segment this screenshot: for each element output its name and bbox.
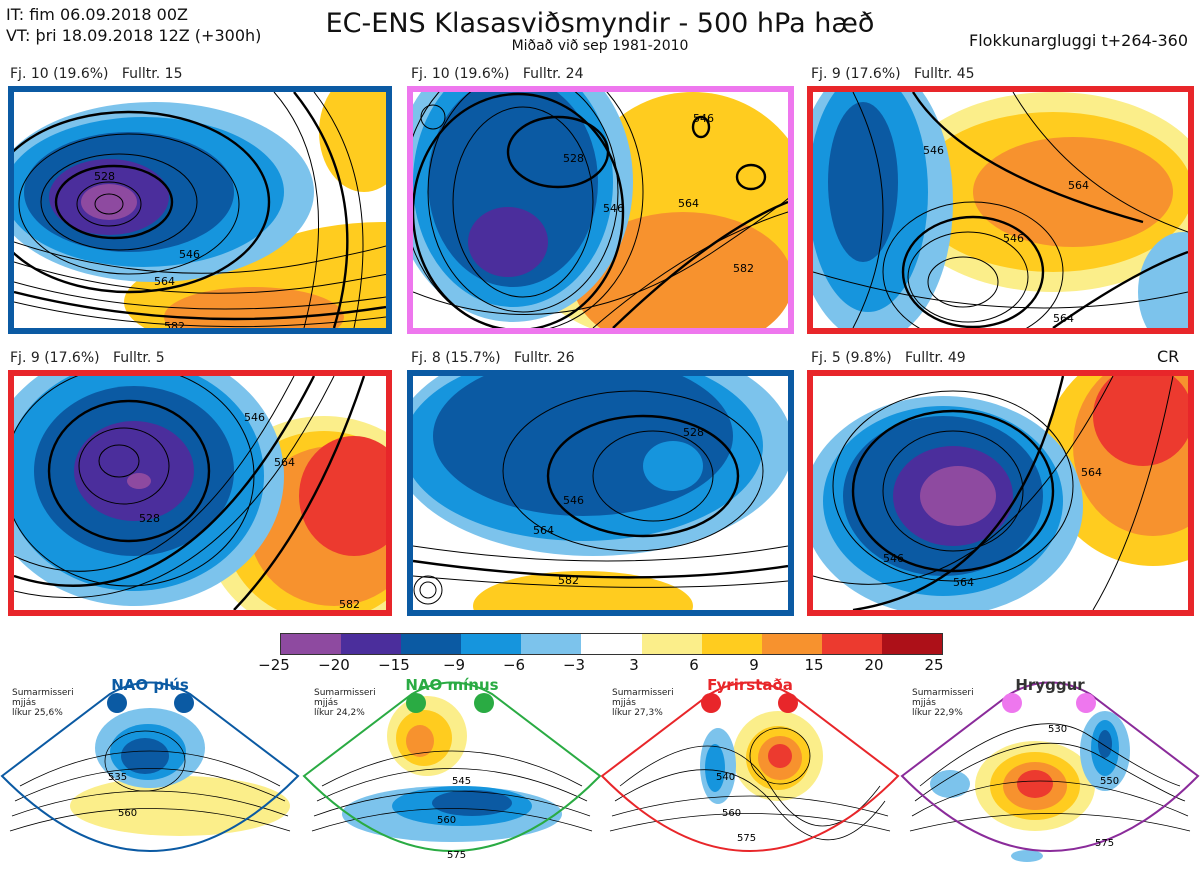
page-subtitle: Miðað við sep 1981-2010	[511, 38, 689, 54]
contour-label: 564	[274, 456, 295, 469]
contour-label: 582	[558, 574, 579, 587]
regime-marker	[778, 693, 798, 713]
regime-marker	[474, 693, 494, 713]
regime-name: Fyrirstaða	[707, 676, 793, 694]
regime-marker	[107, 693, 127, 713]
colorbar	[280, 633, 943, 655]
colorbar-cell	[581, 634, 642, 654]
colorbar-tick: 6	[689, 656, 699, 674]
colorbar-cell	[881, 634, 943, 654]
regime-note: Sumarmisseri mjjás líkur 24,2%	[314, 688, 376, 718]
regime-marker	[174, 693, 194, 713]
colorbar-cell	[341, 634, 402, 654]
contour-label: 564	[1053, 312, 1074, 325]
regime-nao-plus: 535 560 NAO plús Sumarmisseri mjjás líku…	[0, 676, 300, 876]
contour-label: 564	[533, 524, 554, 537]
panel-2-map: 546 528 546 564 582	[407, 86, 794, 334]
colorbar-tick: −3	[562, 656, 586, 674]
contour-label: 528	[683, 426, 704, 439]
panel-4-caption: Fj. 9 (17.6%) Fulltr. 5	[10, 350, 165, 366]
regime-marker	[406, 693, 426, 713]
contour-label: 546	[923, 144, 944, 157]
contour-label: 540	[716, 772, 735, 783]
colorbar-tick: −20	[318, 656, 350, 674]
contour-label: 545	[452, 776, 471, 787]
colorbar-tick: 9	[749, 656, 759, 674]
regime-note: Sumarmisseri mjjás líkur 25,6%	[12, 688, 74, 718]
regime-blocking: 540 560 575 Fyrirstaða Sumarmisseri mjjá…	[600, 676, 900, 876]
contour-label: 564	[1081, 466, 1102, 479]
panel-1-caption: Fj. 10 (19.6%) Fulltr. 15	[10, 66, 183, 82]
regime-marker	[1076, 693, 1096, 713]
header-info: IT: fim 06.09.2018 00Z VT: þri 18.09.201…	[6, 4, 261, 46]
contour-label: 546	[603, 202, 624, 215]
page-title: EC-ENS Klasasviðsmyndir - 500 hPa hæð	[325, 8, 875, 39]
contour-label: 564	[1068, 179, 1089, 192]
colorbar-cell	[401, 634, 462, 654]
panel-6-map: 546 564 564	[807, 370, 1194, 616]
regime-marker	[701, 693, 721, 713]
colorbar-cell	[461, 634, 522, 654]
contour-label: 564	[678, 197, 699, 210]
regime-marker	[1002, 693, 1022, 713]
panel-3-map: 546 564 546 564	[807, 86, 1194, 334]
colorbar-cell	[821, 634, 882, 654]
regime-name: NAO plús	[111, 676, 189, 694]
contour-label: 546	[1003, 232, 1024, 245]
regime-note: Sumarmisseri mjjás líkur 22,9%	[912, 688, 974, 718]
regime-ridge: 530 550 575 Hryggur Sumarmisseri mjjás l…	[900, 676, 1200, 876]
panel-4-map: 528 546 564 582	[8, 370, 392, 616]
cr-label: CR	[1157, 347, 1180, 366]
regime-nao-minus: 545 560 575 NAO mínus Sumarmisseri mjjás…	[302, 676, 602, 876]
initial-time-label: IT: fim 06.09.2018 00Z	[6, 5, 188, 24]
contour-label: 582	[339, 598, 360, 610]
colorbar-cell	[521, 634, 582, 654]
contour-label: 560	[118, 808, 137, 819]
panel-3-caption: Fj. 9 (17.6%) Fulltr. 45	[811, 66, 975, 82]
colorbar-tick: 25	[924, 656, 944, 674]
contour-label: 564	[154, 275, 175, 288]
contour-label: 546	[883, 552, 904, 565]
contour-label: 575	[447, 850, 466, 861]
contour-label: 575	[737, 833, 756, 844]
contour-label: 546	[563, 494, 584, 507]
colorbar-tick: −9	[442, 656, 466, 674]
contour-label: 528	[139, 512, 160, 525]
colorbar-cell	[281, 634, 342, 654]
panel-5-caption: Fj. 8 (15.7%) Fulltr. 26	[411, 350, 575, 366]
regime-name: Hryggur	[1015, 676, 1085, 694]
colorbar-tick: 3	[629, 656, 639, 674]
regime-name: NAO mínus	[405, 676, 499, 694]
contour-label: 530	[1048, 724, 1067, 735]
classification-window-label: Flokkunargluggi t+264-360	[969, 31, 1188, 50]
colorbar-tick: −6	[502, 656, 526, 674]
colorbar-tick: −15	[378, 656, 410, 674]
contour-label: 560	[437, 815, 456, 826]
contour-label: 550	[1100, 776, 1119, 787]
colorbar-cell	[701, 634, 762, 654]
panel-1-map: 528 546 564 582	[8, 86, 392, 334]
panel-5-map: 528 546 564 582	[407, 370, 794, 616]
colorbar-cell	[641, 634, 702, 654]
contour-label: 546	[179, 248, 200, 261]
colorbar-tick: 15	[804, 656, 824, 674]
contour-label: 582	[164, 320, 185, 328]
contour-label: 546	[693, 112, 714, 125]
contour-label: 546	[244, 411, 265, 424]
contour-label: 575	[1095, 838, 1114, 849]
panel-6-caption: Fj. 5 (9.8%) Fulltr. 49	[811, 350, 966, 366]
colorbar-cell	[761, 634, 822, 654]
valid-time-label: VT: þri 18.09.2018 12Z (+300h)	[6, 26, 262, 45]
contour-label: 528	[563, 152, 584, 165]
contour-label: 560	[722, 808, 741, 819]
contour-label: 564	[953, 576, 974, 589]
colorbar-tick: 20	[864, 656, 884, 674]
contour-label: 582	[733, 262, 754, 275]
regime-note: Sumarmisseri mjjás líkur 27,3%	[612, 688, 674, 718]
contour-label: 528	[94, 170, 115, 183]
colorbar-tick: −25	[258, 656, 290, 674]
panel-2-caption: Fj. 10 (19.6%) Fulltr. 24	[411, 66, 584, 82]
contour-label: 535	[108, 772, 127, 783]
